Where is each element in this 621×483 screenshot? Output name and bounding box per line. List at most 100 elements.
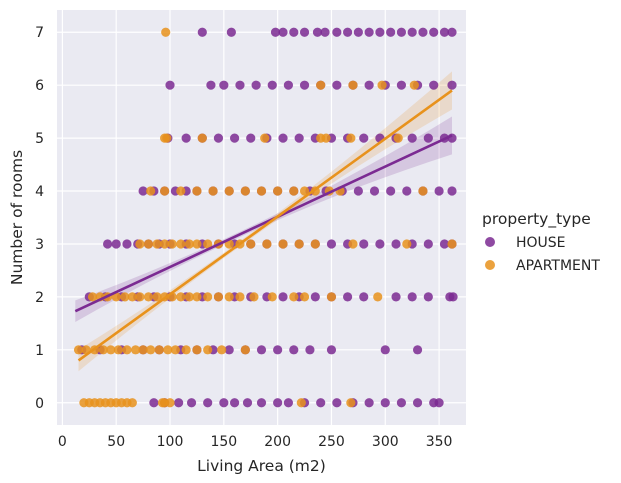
house-point bbox=[219, 80, 229, 90]
apartment-point bbox=[240, 186, 250, 196]
house-point bbox=[396, 27, 407, 37]
house-point bbox=[391, 292, 401, 302]
house-point bbox=[407, 27, 417, 37]
apartment-point bbox=[138, 345, 148, 355]
house-legend-label: HOUSE bbox=[516, 235, 566, 251]
house-point bbox=[246, 133, 256, 143]
house-point bbox=[310, 292, 320, 302]
house-point bbox=[226, 27, 236, 37]
house-point bbox=[181, 133, 191, 143]
house-point bbox=[305, 345, 315, 355]
house-point bbox=[359, 292, 369, 302]
apartment-point bbox=[176, 239, 186, 249]
apartment-point bbox=[260, 133, 270, 143]
apartment-point bbox=[192, 345, 202, 355]
house-point bbox=[332, 398, 342, 408]
house-point bbox=[429, 80, 439, 90]
house-point bbox=[320, 27, 330, 37]
house-point bbox=[386, 186, 396, 196]
apartment-point bbox=[120, 292, 130, 302]
house-point bbox=[407, 133, 417, 143]
apartment-point bbox=[192, 292, 202, 302]
apartment-point bbox=[316, 80, 326, 90]
y-tick-labels: 0 1 2 3 4 5 6 7 bbox=[35, 25, 44, 412]
x-tick-label: 250 bbox=[318, 434, 345, 450]
house-point bbox=[380, 398, 390, 408]
house-point bbox=[447, 186, 457, 196]
apartment-point bbox=[143, 239, 154, 249]
x-tick-label: 150 bbox=[210, 434, 237, 450]
apartment-point bbox=[135, 239, 145, 249]
y-axis-label: Number of rooms bbox=[8, 150, 26, 285]
y-tick-label: 6 bbox=[35, 78, 44, 94]
x-tick-label: 100 bbox=[157, 434, 184, 450]
house-trend-line bbox=[74, 134, 453, 313]
apartment-point bbox=[152, 292, 162, 302]
apartment-point bbox=[184, 239, 194, 249]
house-point bbox=[278, 27, 288, 37]
house-point bbox=[423, 239, 433, 249]
house-point bbox=[312, 27, 323, 37]
apartment-point bbox=[299, 292, 310, 302]
apartment-point bbox=[326, 292, 337, 302]
x-tick-label: 350 bbox=[426, 434, 453, 450]
house-point bbox=[299, 80, 310, 90]
apartment-point bbox=[122, 345, 132, 355]
house-point bbox=[343, 27, 353, 37]
apartment-point bbox=[192, 186, 202, 196]
apartment-point bbox=[224, 186, 234, 196]
apartment-point bbox=[165, 398, 175, 408]
apartment-point bbox=[402, 239, 412, 249]
apartment-point bbox=[181, 345, 191, 355]
apartment-point bbox=[289, 186, 299, 196]
house-point bbox=[138, 186, 148, 196]
house-point bbox=[448, 292, 458, 302]
house-point bbox=[391, 239, 401, 249]
house-point bbox=[326, 239, 337, 249]
house-point bbox=[242, 398, 253, 408]
house-point bbox=[423, 292, 433, 302]
apartment-point bbox=[192, 239, 202, 249]
apartment-point bbox=[273, 186, 283, 196]
apartment-point bbox=[224, 292, 234, 302]
apartment-point bbox=[249, 292, 259, 302]
house-point bbox=[343, 292, 353, 302]
apartment-point bbox=[346, 398, 356, 408]
apartment-point bbox=[170, 345, 180, 355]
x-tick-labels: 0 50 100 150 200 250 300 350 bbox=[58, 434, 453, 450]
apartment-point bbox=[176, 292, 186, 302]
apartment-point bbox=[154, 345, 164, 355]
house-point bbox=[380, 345, 390, 355]
house-point bbox=[429, 27, 439, 37]
apartment-point bbox=[447, 239, 457, 249]
apartment-point bbox=[393, 133, 403, 143]
apartment-point bbox=[256, 186, 267, 196]
apartment-point bbox=[203, 292, 213, 302]
house-point bbox=[149, 398, 159, 408]
house-point bbox=[165, 80, 175, 90]
house-point bbox=[353, 27, 363, 37]
house-point bbox=[326, 345, 337, 355]
apartment-point bbox=[106, 345, 116, 355]
house-point bbox=[447, 80, 457, 90]
house-point bbox=[229, 133, 240, 143]
apartment-point bbox=[73, 345, 84, 355]
apartment-point bbox=[184, 292, 194, 302]
house-point bbox=[396, 80, 407, 90]
house-point bbox=[224, 345, 234, 355]
apartment-legend-marker bbox=[485, 260, 495, 270]
house-point bbox=[386, 27, 396, 37]
apartment-point bbox=[299, 186, 310, 196]
house-point bbox=[364, 398, 374, 408]
apartment-point bbox=[160, 186, 170, 196]
apartment-point bbox=[130, 345, 141, 355]
house-point bbox=[283, 80, 294, 90]
house-point bbox=[278, 292, 288, 302]
house-point bbox=[332, 27, 342, 37]
house-point bbox=[294, 133, 304, 143]
apartment-point bbox=[240, 345, 250, 355]
apartment-point bbox=[262, 239, 272, 249]
house-point bbox=[412, 345, 423, 355]
apartment-point bbox=[208, 186, 218, 196]
house-point bbox=[289, 345, 299, 355]
